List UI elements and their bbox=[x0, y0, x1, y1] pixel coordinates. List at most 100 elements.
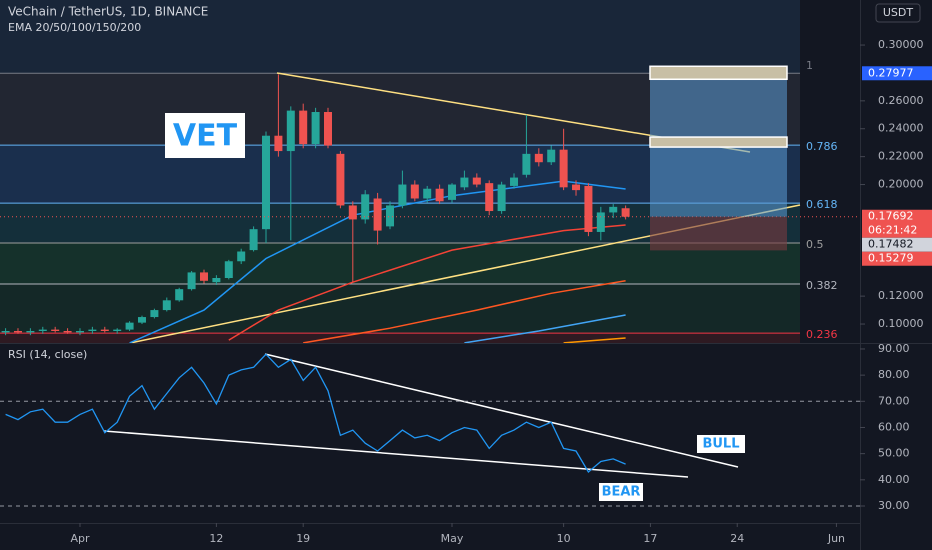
candle-body bbox=[559, 149, 568, 188]
rsi-pane bbox=[0, 353, 860, 507]
candle-body bbox=[596, 212, 605, 232]
ticker-box bbox=[165, 113, 245, 158]
candle-body bbox=[435, 188, 444, 202]
trend-line bbox=[264, 353, 739, 468]
candle-body bbox=[199, 272, 208, 281]
currency-label: USDT bbox=[883, 6, 914, 19]
candle-body bbox=[324, 112, 333, 146]
fib-label: 0.5 bbox=[806, 238, 824, 251]
candle-body bbox=[237, 251, 246, 262]
candle-body bbox=[410, 184, 419, 199]
ema-line bbox=[464, 314, 626, 343]
price-label: 0.15279 bbox=[868, 252, 914, 265]
y-tick-label: 0.12000 bbox=[878, 289, 924, 302]
candle-body bbox=[386, 205, 395, 227]
indicator-title: EMA 20/50/100/150/200 bbox=[8, 21, 141, 34]
y-tick-label: 40.00 bbox=[878, 473, 910, 486]
candle-body bbox=[125, 322, 134, 330]
candle-body bbox=[26, 331, 35, 333]
x-tick-label: 10 bbox=[557, 532, 571, 545]
fib-band bbox=[0, 0, 800, 74]
candle-body bbox=[522, 153, 531, 175]
price-label: 0.17482 bbox=[868, 238, 914, 251]
currency-box bbox=[875, 3, 921, 23]
candle-body bbox=[249, 229, 258, 251]
candle-body bbox=[162, 300, 171, 311]
stop-zone bbox=[650, 216, 787, 251]
fib-band bbox=[0, 333, 800, 343]
candle-body bbox=[460, 177, 469, 188]
candle-body bbox=[472, 177, 481, 185]
y-tick-label: 70.00 bbox=[878, 394, 910, 407]
candle-body bbox=[63, 331, 72, 333]
y-tick-label: 0.24000 bbox=[878, 122, 924, 135]
candle-body bbox=[88, 329, 97, 332]
y-tick-label: 0.22000 bbox=[878, 150, 924, 163]
candle-body bbox=[547, 149, 556, 163]
level-box bbox=[649, 136, 788, 148]
fib-label: 0.618 bbox=[806, 198, 838, 211]
position-tool bbox=[649, 65, 788, 251]
fib-label: 1 bbox=[806, 59, 813, 72]
x-tick-label: 19 bbox=[296, 532, 310, 545]
candle-body bbox=[423, 188, 432, 199]
x-tick-label: 24 bbox=[730, 532, 744, 545]
candle-body bbox=[299, 110, 308, 145]
candle-body bbox=[584, 185, 593, 232]
x-tick-label: Apr bbox=[70, 532, 90, 545]
y-tick-label: 0.10000 bbox=[878, 317, 924, 330]
y-tick-label: 0.30000 bbox=[878, 38, 924, 51]
candle-body bbox=[224, 261, 233, 278]
candle-body bbox=[38, 329, 47, 332]
y-tick-label: 60.00 bbox=[878, 420, 910, 433]
ema-line bbox=[303, 280, 626, 343]
candle-body bbox=[398, 184, 407, 206]
y-tick-label: 30.00 bbox=[878, 499, 910, 512]
y-tick-label: 50.00 bbox=[878, 447, 910, 460]
candle-body bbox=[311, 112, 320, 145]
bull-box bbox=[697, 435, 745, 453]
price-label-box bbox=[862, 237, 932, 252]
candle-body bbox=[572, 184, 581, 191]
ema-line bbox=[563, 337, 626, 343]
price-label-box bbox=[862, 209, 932, 238]
candle-body bbox=[286, 110, 295, 152]
candle-body bbox=[187, 272, 196, 290]
candle-body bbox=[150, 310, 159, 318]
price-label-box bbox=[862, 251, 932, 266]
ticker-label: VET bbox=[173, 119, 238, 154]
candle-body bbox=[609, 206, 618, 213]
candle-body bbox=[448, 184, 457, 200]
candle-body bbox=[100, 329, 109, 332]
x-tick-label: 17 bbox=[643, 532, 657, 545]
bear-box bbox=[599, 483, 643, 501]
y-tick-label: 0.26000 bbox=[878, 94, 924, 107]
countdown: 06:21:42 bbox=[868, 224, 917, 237]
price-label: 0.17692 bbox=[868, 210, 914, 223]
x-tick-label: May bbox=[441, 532, 464, 545]
candle-body bbox=[348, 205, 357, 220]
candle-body bbox=[497, 184, 506, 212]
fib-label: 0.382 bbox=[806, 279, 838, 292]
symbol-title: VeChain / TetherUS, 1D, BINANCE bbox=[8, 5, 208, 19]
price-pane bbox=[0, 72, 860, 343]
candle-body bbox=[621, 208, 630, 217]
fib-label: 0.786 bbox=[806, 140, 838, 153]
candle-body bbox=[534, 153, 543, 163]
fib-label: 0.236 bbox=[806, 328, 838, 341]
y-tick-label: 90.00 bbox=[878, 342, 910, 355]
candle-body bbox=[13, 331, 22, 333]
y-tick-label: 80.00 bbox=[878, 368, 910, 381]
ema-line bbox=[228, 224, 626, 341]
candle-body bbox=[75, 331, 84, 333]
candle-body bbox=[137, 317, 146, 323]
price-label-box bbox=[862, 66, 932, 81]
candle-body bbox=[485, 183, 494, 212]
x-tick-label: Jun bbox=[827, 532, 845, 545]
candle-body bbox=[175, 289, 184, 301]
candle-body bbox=[361, 194, 370, 220]
rsi-line bbox=[5, 353, 626, 473]
bull-label: BULL bbox=[702, 437, 739, 452]
candle-body bbox=[274, 135, 283, 152]
